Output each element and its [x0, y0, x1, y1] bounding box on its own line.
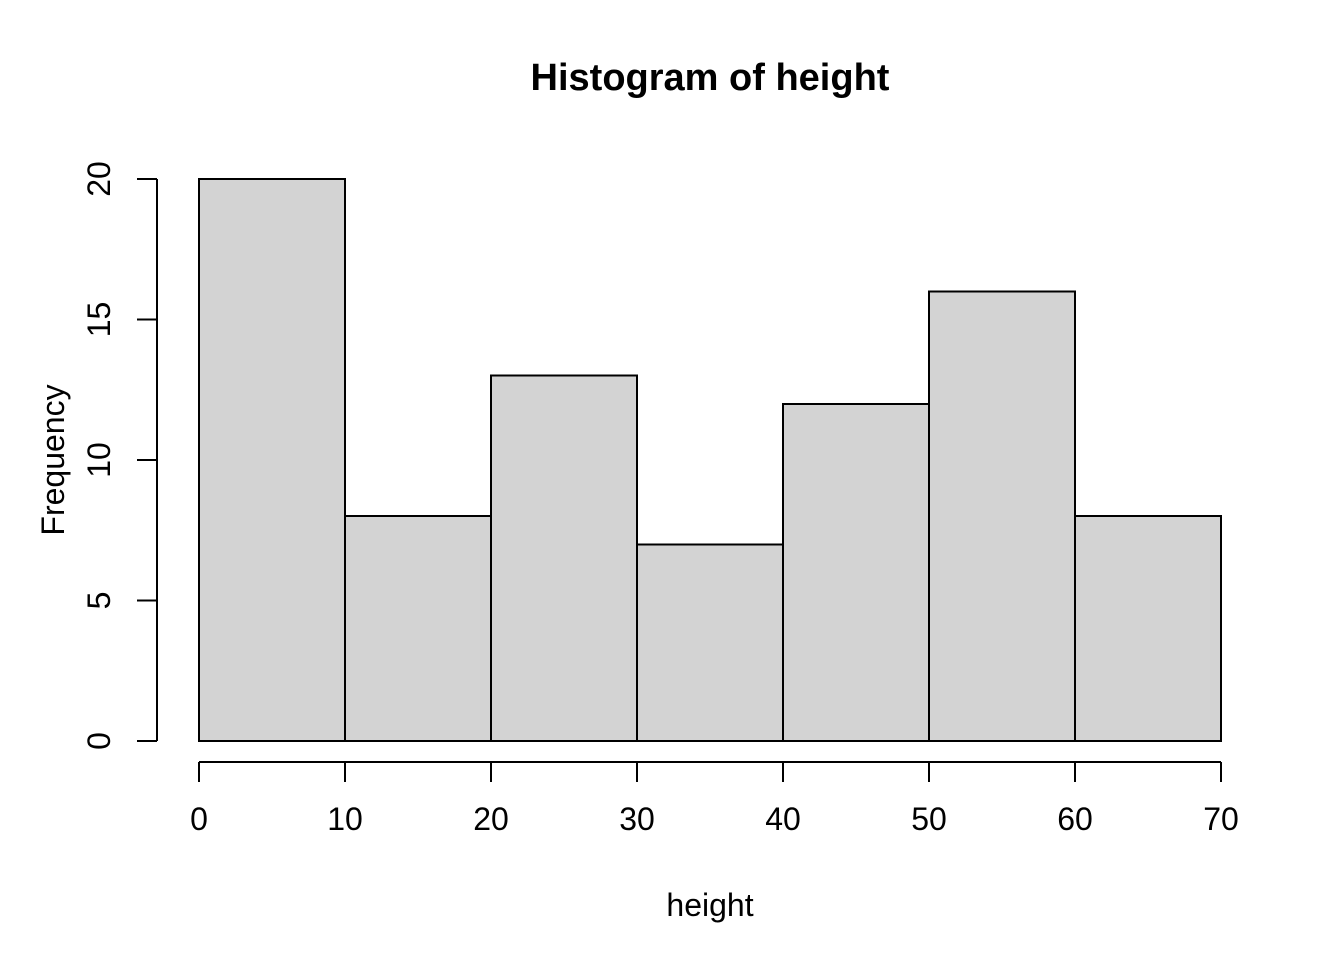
y-tick-label: 15 — [81, 302, 117, 338]
histogram-bar — [782, 402, 930, 742]
x-tick-label: 50 — [911, 801, 947, 837]
x-tick-label: 0 — [190, 801, 208, 837]
y-tick-label: 20 — [81, 161, 117, 197]
x-tick-label: 70 — [1203, 801, 1239, 837]
histogram-bar — [490, 374, 638, 742]
axes-layer: 0 5 10 15 20 0 10 20 30 40 50 60 70 — [81, 161, 1239, 837]
chart-title: Histogram of height — [531, 57, 890, 99]
y-tick-label: 10 — [81, 442, 117, 478]
y-tick-label: 0 — [81, 732, 117, 750]
x-tick-label: 10 — [327, 801, 363, 837]
histogram-bar — [198, 178, 346, 742]
bars-layer — [198, 178, 1222, 743]
x-tick-label: 60 — [1057, 801, 1093, 837]
x-tick-label: 30 — [619, 801, 655, 837]
histogram-bar — [1074, 515, 1222, 743]
y-tick-label: 5 — [81, 592, 117, 610]
x-tick-label: 20 — [473, 801, 509, 837]
histogram-bar — [636, 543, 784, 742]
x-tick-label: 40 — [765, 801, 801, 837]
histogram-bar — [928, 290, 1076, 742]
histogram-bar — [344, 515, 492, 743]
x-axis-label: height — [666, 887, 753, 923]
y-axis-label: Frequency — [35, 384, 71, 535]
